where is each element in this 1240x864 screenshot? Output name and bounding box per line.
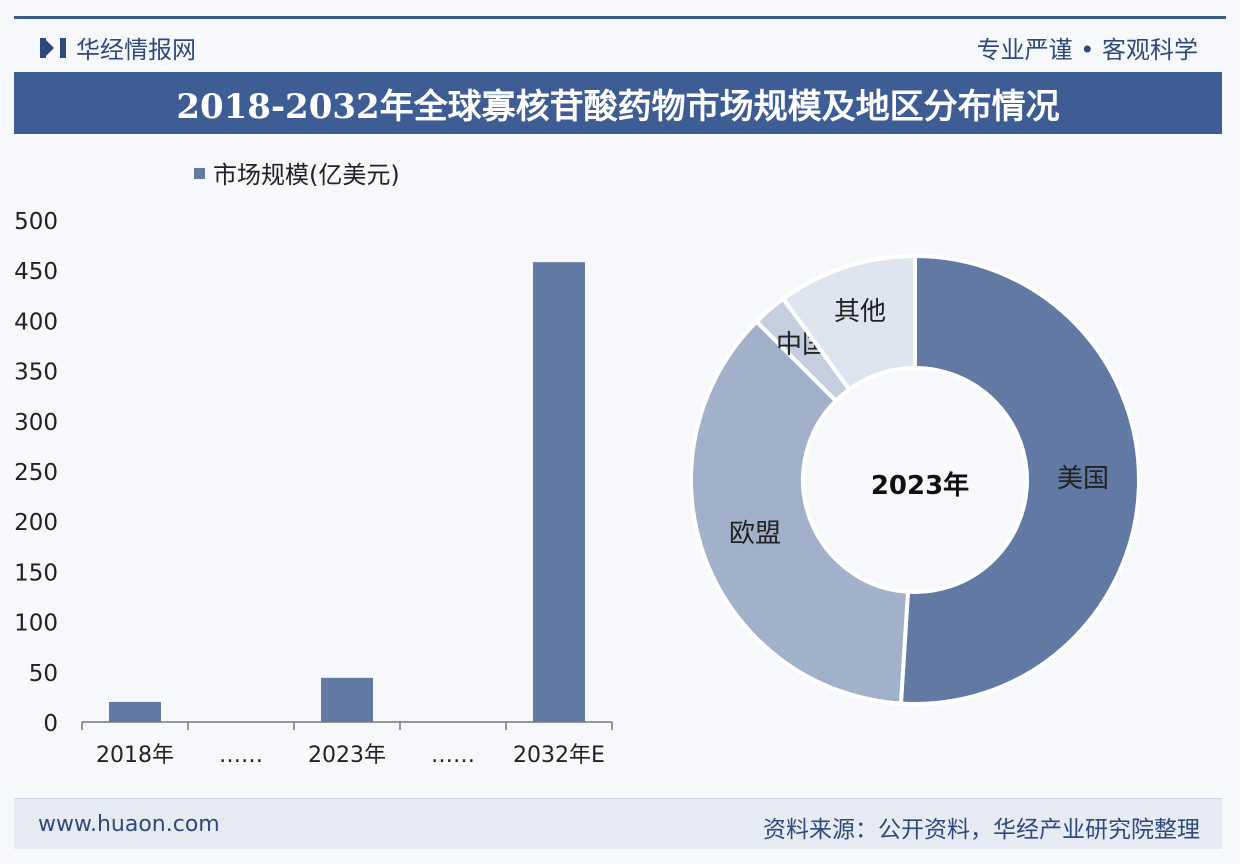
y-tick-label: 400: [14, 309, 58, 335]
bar: [321, 677, 373, 722]
x-tick-label: 2032年E: [513, 743, 605, 768]
y-tick-label: 200: [14, 510, 58, 536]
donut-slice: [689, 318, 911, 706]
brand-name: 华经情报网: [76, 36, 196, 64]
source-note: 资料来源：公开资料，华经产业研究院整理: [763, 817, 1200, 843]
y-tick-label: 500: [14, 209, 58, 235]
y-tick-label: 300: [14, 410, 58, 436]
x-tick-label: ……: [219, 743, 263, 768]
x-tick-label: 2018年: [96, 743, 174, 768]
bar-chart: 0 50 100 150 200 250 300 350 400 450 500 2018年 …… 202…: [14, 161, 613, 768]
y-tick-label: 150: [14, 560, 58, 586]
legend-label: 市场规模(亿美元): [213, 161, 400, 189]
top-rule: [14, 16, 1226, 19]
y-tick-label: 100: [14, 611, 58, 637]
slice-label: 美国: [1057, 464, 1109, 494]
bar: [109, 701, 161, 722]
donut-slice: [780, 253, 917, 393]
footer-bar: [14, 798, 1222, 849]
brand: 华经情报网: [40, 30, 196, 65]
slice-label: 欧盟: [729, 519, 781, 549]
brand-logo-icon: [40, 37, 66, 58]
y-tick-label: 50: [29, 661, 58, 687]
y-tick-label: 250: [14, 460, 58, 486]
slogan: 专业严谨 • 客观科学: [976, 36, 1198, 64]
donut-center-label: 2023年: [871, 470, 969, 501]
y-tick-label: 450: [14, 259, 58, 285]
x-tick-label: ……: [431, 743, 475, 768]
bar: [533, 262, 585, 722]
footer-url[interactable]: www.huaon.com: [38, 812, 220, 837]
x-tick-label: 2023年: [308, 743, 386, 768]
slice-label: 其他: [834, 297, 886, 327]
y-tick-label: 350: [14, 360, 58, 386]
donut-slice: [898, 253, 1141, 706]
chart-title: 2018-2032年全球寡核苷酸药物市场规模及地区分布情况: [14, 72, 1222, 134]
y-tick-label: 0: [43, 711, 58, 737]
legend-swatch: [194, 168, 205, 179]
